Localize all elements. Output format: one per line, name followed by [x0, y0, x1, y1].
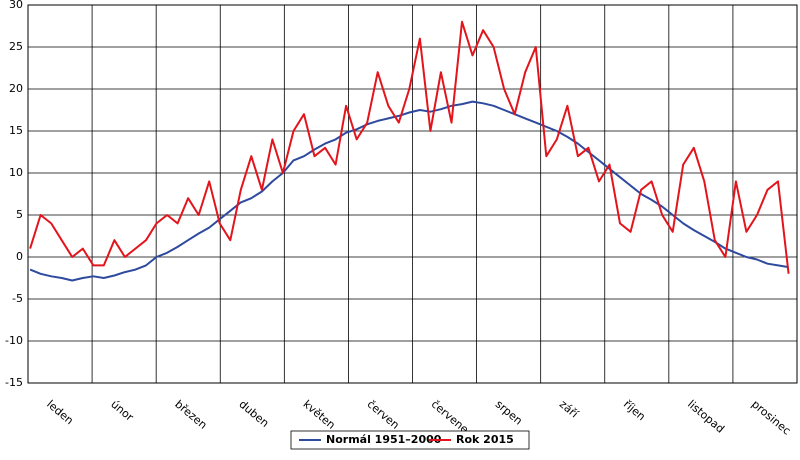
legend-label: Rok 2015: [456, 433, 514, 446]
y-tick-label: 10: [9, 166, 23, 179]
y-tick-label: 20: [9, 82, 23, 95]
x-tick-label: květen: [301, 398, 338, 432]
y-tick-label: -15: [5, 376, 23, 389]
x-tick-label: červen: [365, 398, 402, 432]
y-tick-label: 15: [9, 124, 23, 137]
x-tick-label: říjen: [621, 398, 648, 424]
y-tick-label: 30: [9, 0, 23, 11]
y-tick-label: 25: [9, 40, 23, 53]
series-line: [29, 20, 790, 274]
x-tick-label: srpen: [493, 398, 525, 428]
x-tick-label: únor: [108, 398, 136, 424]
plot-frame: [27, 4, 798, 384]
x-tick-label: březen: [172, 398, 209, 432]
y-tick-label: 0: [16, 250, 23, 263]
legend-box: [290, 430, 530, 450]
y-tick-label: -10: [5, 334, 23, 347]
x-tick-label: září: [557, 398, 581, 421]
y-tick-label: -5: [12, 292, 23, 305]
x-tick-label: prosinec: [749, 398, 793, 438]
x-tick-label: leden: [44, 398, 76, 428]
legend-label: Normál 1951–2000: [326, 433, 442, 446]
x-tick-label: listopad: [685, 398, 727, 436]
y-tick-label: 5: [16, 208, 23, 221]
x-tick-label: duben: [236, 398, 271, 430]
series-line: [29, 100, 789, 282]
